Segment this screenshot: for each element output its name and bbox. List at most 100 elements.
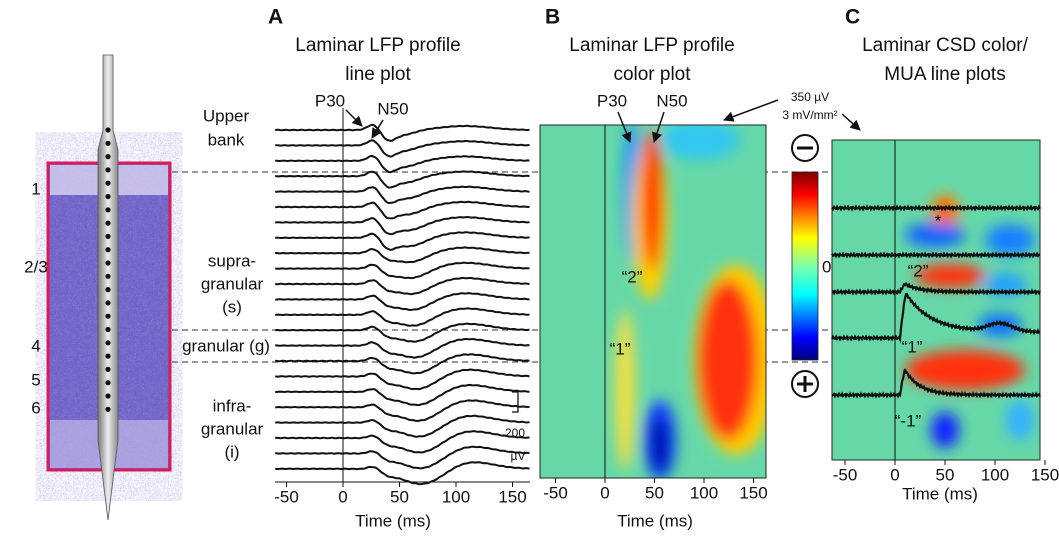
lfp-trace — [275, 414, 530, 438]
region-label: Upper — [203, 106, 250, 125]
peak-label: P30 — [315, 91, 345, 110]
lfp-trace — [275, 246, 530, 264]
peak-label: N50 — [656, 91, 687, 110]
layer-label: 6 — [31, 398, 40, 417]
lfp-trace — [275, 353, 530, 375]
region-label: (s) — [222, 297, 242, 316]
lfp-trace — [275, 123, 530, 142]
layer-label: 1 — [31, 179, 40, 198]
lfp-trace — [275, 430, 530, 454]
lfp-trace — [275, 399, 530, 423]
panel-title: Laminar LFP profile — [295, 35, 460, 56]
plus-symbol — [791, 370, 819, 398]
mua-trace — [831, 281, 1042, 296]
arrow — [617, 111, 632, 143]
contact — [105, 287, 111, 293]
x-tick-label: 100 — [442, 487, 470, 506]
lfp-trace — [275, 276, 530, 296]
contact — [105, 207, 111, 213]
color-map — [832, 140, 1040, 460]
lfp-trace — [275, 231, 530, 251]
plot-frame — [539, 124, 767, 479]
contact — [105, 353, 111, 359]
peak-label: N50 — [377, 99, 408, 118]
peak-label: P30 — [597, 91, 627, 110]
x-tick-label: 0 — [338, 487, 347, 506]
contact — [105, 380, 111, 386]
panel-title: Laminar LFP profile — [569, 35, 734, 56]
lfp-trace — [275, 170, 530, 189]
lfp-trace — [275, 383, 530, 407]
lfp-trace — [275, 154, 530, 174]
x-tick-label: -50 — [833, 465, 858, 484]
scale-bar — [512, 391, 519, 413]
region-label: granular — [201, 419, 264, 438]
x-tick-label: -50 — [543, 483, 568, 502]
x-tick-label: 150 — [1031, 465, 1059, 484]
x-axis-label: Time (ms) — [355, 511, 431, 530]
sink-label: “-1” — [895, 411, 922, 430]
contact — [105, 180, 111, 186]
lfp-trace — [275, 322, 530, 343]
x-tick-label: 150 — [739, 483, 767, 502]
mua-trace — [830, 292, 1041, 344]
contact — [105, 340, 111, 346]
lfp-trace — [275, 261, 530, 280]
panel-letter: B — [545, 6, 560, 29]
contact — [105, 247, 111, 253]
x-tick-label: 50 — [645, 483, 664, 502]
layer-label: 2/3 — [24, 257, 48, 276]
sink-label: “1” — [902, 337, 923, 356]
colorbar-label: 0 — [822, 257, 831, 276]
layer-label: 5 — [31, 370, 40, 389]
region-label: granular (g) — [182, 336, 270, 355]
sink-label: “1” — [610, 339, 631, 358]
lfp-trace — [275, 200, 530, 220]
contact — [105, 393, 111, 399]
x-tick-label: 150 — [498, 487, 526, 506]
lfp-trace — [275, 292, 530, 312]
panel-title: line plot — [345, 64, 411, 85]
lfp-trace — [275, 307, 530, 327]
x-tick-label: 0 — [890, 465, 899, 484]
panel-title: MUA line plots — [884, 64, 1005, 85]
plot-frame — [831, 139, 1041, 461]
contact — [105, 406, 111, 412]
sink-label: “2” — [622, 267, 643, 286]
sink-label: “2” — [908, 261, 929, 280]
contact — [105, 233, 111, 239]
panel-title: Laminar CSD color/ — [862, 35, 1028, 56]
x-tick-label: 50 — [936, 465, 955, 484]
arrow — [345, 109, 363, 127]
contact — [105, 140, 111, 146]
region-label: (i) — [224, 442, 239, 461]
panel-letter: A — [268, 6, 283, 29]
contact — [105, 273, 111, 279]
minus-symbol — [791, 134, 819, 162]
layer-label: 4 — [31, 336, 40, 355]
region-label: supra- — [208, 251, 256, 270]
annotation: * — [935, 211, 942, 230]
contact — [105, 127, 111, 133]
contact — [105, 167, 111, 173]
region-label: infra- — [213, 396, 252, 415]
lfp-trace — [275, 445, 530, 470]
scale-label: 350 µV — [791, 90, 829, 104]
contact — [105, 300, 111, 306]
mua-trace — [831, 204, 1041, 212]
x-axis-label: Time (ms) — [617, 511, 693, 530]
x-tick-label: -50 — [274, 487, 299, 506]
x-tick-label: 100 — [690, 483, 718, 502]
lfp-trace — [275, 368, 530, 391]
contact — [105, 366, 111, 372]
x-axis-label: Time (ms) — [902, 484, 978, 503]
arrow — [841, 113, 861, 131]
contact — [105, 154, 111, 160]
contact — [105, 220, 111, 226]
lfp-trace — [275, 461, 530, 486]
lfp-trace — [275, 215, 530, 236]
panel-title: color plot — [613, 64, 691, 85]
region-label: granular — [201, 274, 264, 293]
contact — [105, 260, 111, 266]
